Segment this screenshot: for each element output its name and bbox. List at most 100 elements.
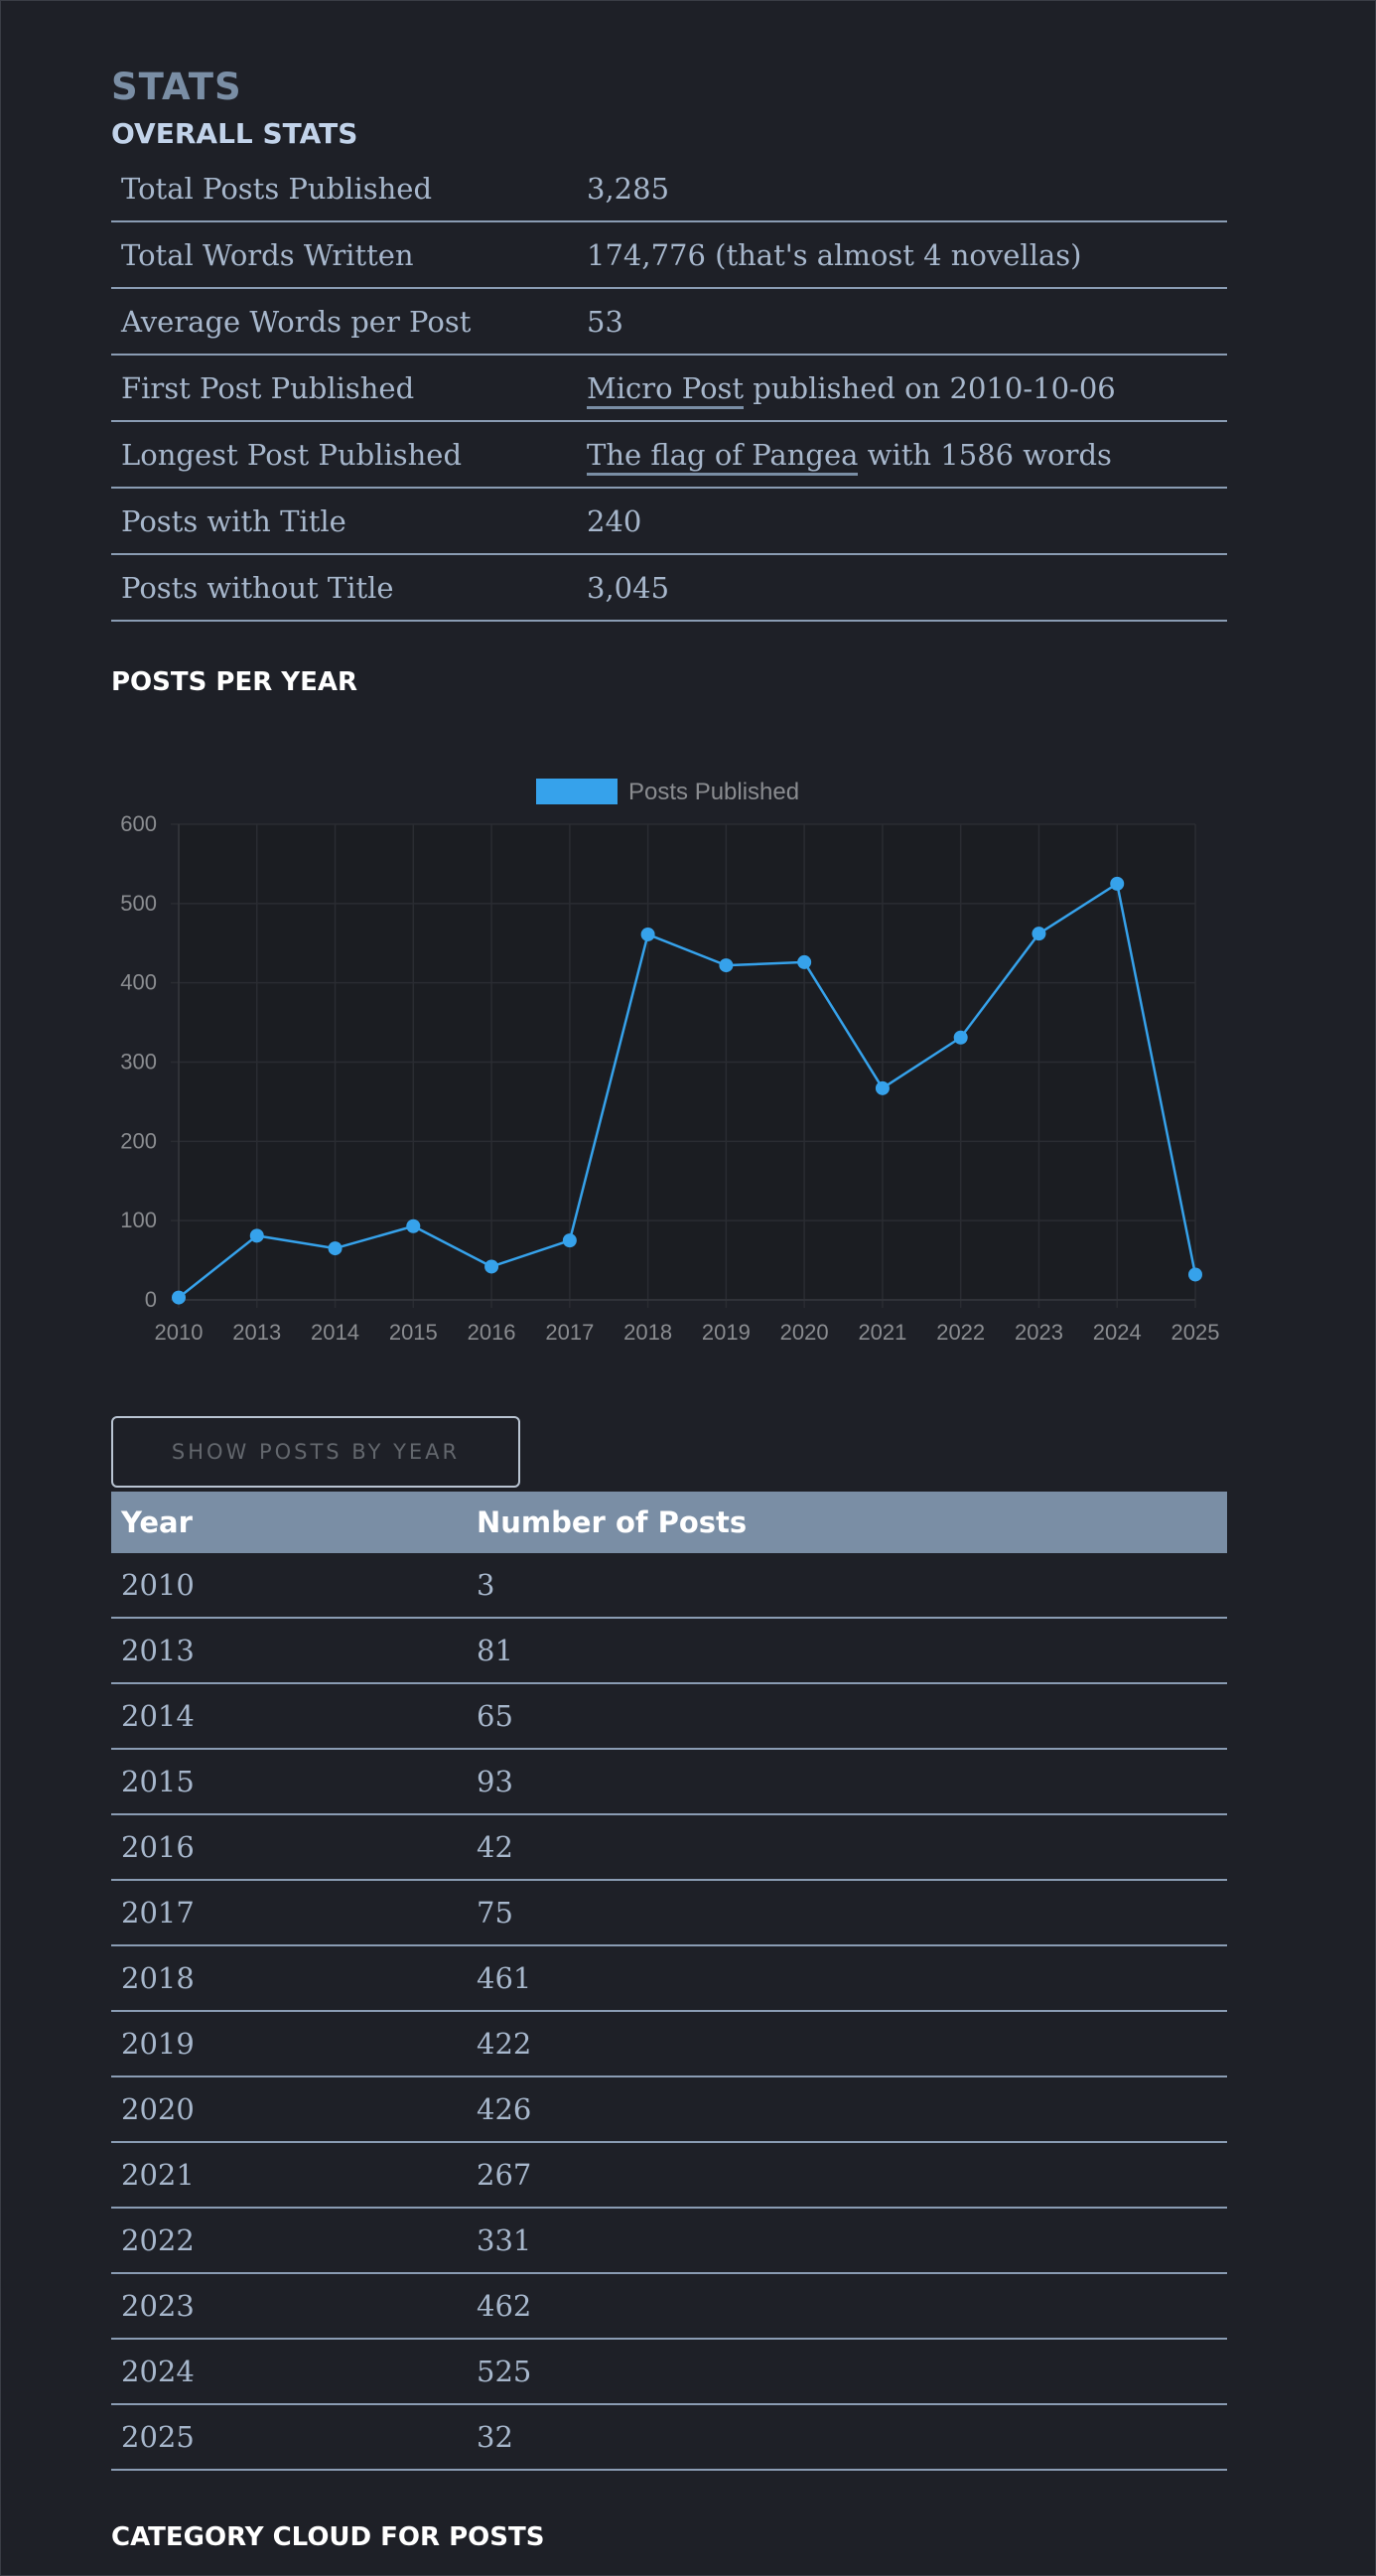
- x-tick-label: 2021: [858, 1320, 906, 1345]
- count-cell: 3: [467, 1553, 1227, 1619]
- posts-per-year-chart: 0 100 200 300 400 500 600 2010 2013 2014 2015 2016 2…: [120, 779, 1220, 1345]
- table-row: 2022 331: [111, 2208, 1227, 2274]
- x-tick-label: 2019: [702, 1320, 751, 1345]
- table-row: 2023 462: [111, 2273, 1227, 2340]
- table-row: 2014 65: [111, 1683, 1227, 1750]
- data-point: [640, 927, 655, 941]
- x-tick-label: 2022: [936, 1320, 985, 1345]
- stat-label: Average Words per Post: [111, 288, 577, 356]
- x-tick-label: 2016: [468, 1320, 516, 1345]
- stat-value: 240: [577, 488, 1227, 555]
- table-row: 2019 422: [111, 2011, 1227, 2077]
- first-post-suffix: published on 2010-10-06: [744, 370, 1116, 405]
- count-cell: 525: [467, 2339, 1227, 2405]
- table-row: 2017 75: [111, 1880, 1227, 1946]
- count-cell: 331: [467, 2208, 1227, 2274]
- count-cell: 75: [467, 1880, 1227, 1946]
- year-cell: 2018: [111, 1945, 467, 2012]
- y-tick-label: 100: [120, 1208, 157, 1232]
- year-cell: 2019: [111, 2011, 467, 2077]
- count-cell: 32: [467, 2404, 1227, 2471]
- table-row: 2021 267: [111, 2142, 1227, 2209]
- table-row: Longest Post Published The flag of Pange…: [111, 421, 1227, 489]
- count-cell: 81: [467, 1618, 1227, 1684]
- stat-label: Longest Post Published: [111, 421, 577, 489]
- table-header-row: Year Number of Posts: [111, 1492, 1227, 1553]
- stat-value: 3,285: [577, 156, 1227, 222]
- data-point: [406, 1218, 421, 1233]
- table-row: 2015 93: [111, 1749, 1227, 1815]
- table-row: 2010 3: [111, 1553, 1227, 1619]
- table-row: Total Posts Published 3,285: [111, 156, 1227, 222]
- year-cell: 2021: [111, 2142, 467, 2209]
- data-point: [1032, 927, 1046, 941]
- longest-post-link[interactable]: The flag of Pangea: [587, 437, 859, 476]
- table-row: Total Words Written 174,776 (that's almo…: [111, 221, 1227, 289]
- x-tick-label: 2017: [545, 1320, 594, 1345]
- stat-label: First Post Published: [111, 355, 577, 422]
- data-point: [328, 1241, 343, 1256]
- count-cell: 422: [467, 2011, 1227, 2077]
- table-row: 2018 461: [111, 1945, 1227, 2012]
- series-line: [178, 881, 1197, 1299]
- stat-value: 3,045: [577, 554, 1227, 622]
- y-tick-label: 200: [120, 1128, 157, 1153]
- table-row: 2024 525: [111, 2339, 1227, 2405]
- count-cell: 93: [467, 1749, 1227, 1815]
- table-row: 2020 426: [111, 2076, 1227, 2143]
- data-point: [1188, 1267, 1202, 1282]
- page-title: STATS: [111, 66, 242, 108]
- data-point: [719, 958, 734, 973]
- table-row: Posts without Title 3,045: [111, 554, 1227, 622]
- y-tick-label: 300: [120, 1050, 157, 1074]
- longest-post-suffix: with 1586 words: [858, 437, 1112, 472]
- table-row: 2016 42: [111, 1814, 1227, 1881]
- year-column-header: Year: [111, 1492, 467, 1553]
- count-cell: 461: [467, 1945, 1227, 2012]
- count-cell: 426: [467, 2076, 1227, 2143]
- x-tick-label: 2010: [155, 1320, 204, 1345]
- year-cell: 2010: [111, 1553, 467, 1619]
- table-row: 2025 32: [111, 2404, 1227, 2471]
- count-column-header: Number of Posts: [467, 1492, 1227, 1553]
- table-row: Average Words per Post 53: [111, 288, 1227, 356]
- show-posts-by-year-button[interactable]: SHOW POSTS BY YEAR: [111, 1416, 520, 1488]
- year-rows: 2010 3 2013 81 2014 65 2015 93 2016 42 2017 75 2018 4…: [111, 1553, 1227, 2471]
- y-tick-label: 600: [120, 811, 157, 836]
- y-tick-label: 500: [120, 891, 157, 916]
- x-tick-label: 2015: [389, 1320, 438, 1345]
- count-cell: 462: [467, 2273, 1227, 2340]
- stat-label: Posts with Title: [111, 488, 577, 555]
- stat-value: 53: [577, 288, 1227, 356]
- year-cell: 2025: [111, 2404, 467, 2471]
- year-cell: 2022: [111, 2208, 467, 2274]
- data-point: [562, 1233, 577, 1248]
- legend-label: Posts Published: [628, 779, 799, 805]
- data-point: [953, 1030, 968, 1045]
- table-row: First Post Published Micro Post publishe…: [111, 355, 1227, 422]
- x-tick-label: 2025: [1171, 1320, 1220, 1345]
- stat-label: Total Posts Published: [111, 156, 577, 222]
- x-tick-label: 2024: [1093, 1320, 1142, 1345]
- stat-value: The flag of Pangea with 1586 words: [577, 421, 1227, 489]
- legend-swatch: [536, 779, 618, 804]
- data-point: [249, 1228, 264, 1243]
- posts-per-year-heading: POSTS PER YEAR: [111, 667, 358, 697]
- data-point: [875, 1080, 890, 1095]
- year-cell: 2014: [111, 1683, 467, 1750]
- table-row: 2013 81: [111, 1618, 1227, 1684]
- table-row: Posts with Title 240: [111, 488, 1227, 555]
- stat-value: 174,776 (that's almost 4 novellas): [577, 221, 1227, 289]
- count-cell: 42: [467, 1814, 1227, 1881]
- x-tick-label: 2020: [780, 1320, 829, 1345]
- first-post-link[interactable]: Micro Post: [587, 370, 745, 409]
- category-cloud-heading: CATEGORY CLOUD FOR POSTS: [111, 2522, 545, 2552]
- year-cell: 2013: [111, 1618, 467, 1684]
- data-point: [1110, 876, 1125, 891]
- x-tick-label: 2014: [311, 1320, 359, 1345]
- stat-label: Total Words Written: [111, 221, 577, 289]
- overall-stats-table: Total Posts Published 3,285 Total Words …: [111, 156, 1227, 622]
- year-cell: 2023: [111, 2273, 467, 2340]
- count-cell: 65: [467, 1683, 1227, 1750]
- data-point: [797, 954, 812, 969]
